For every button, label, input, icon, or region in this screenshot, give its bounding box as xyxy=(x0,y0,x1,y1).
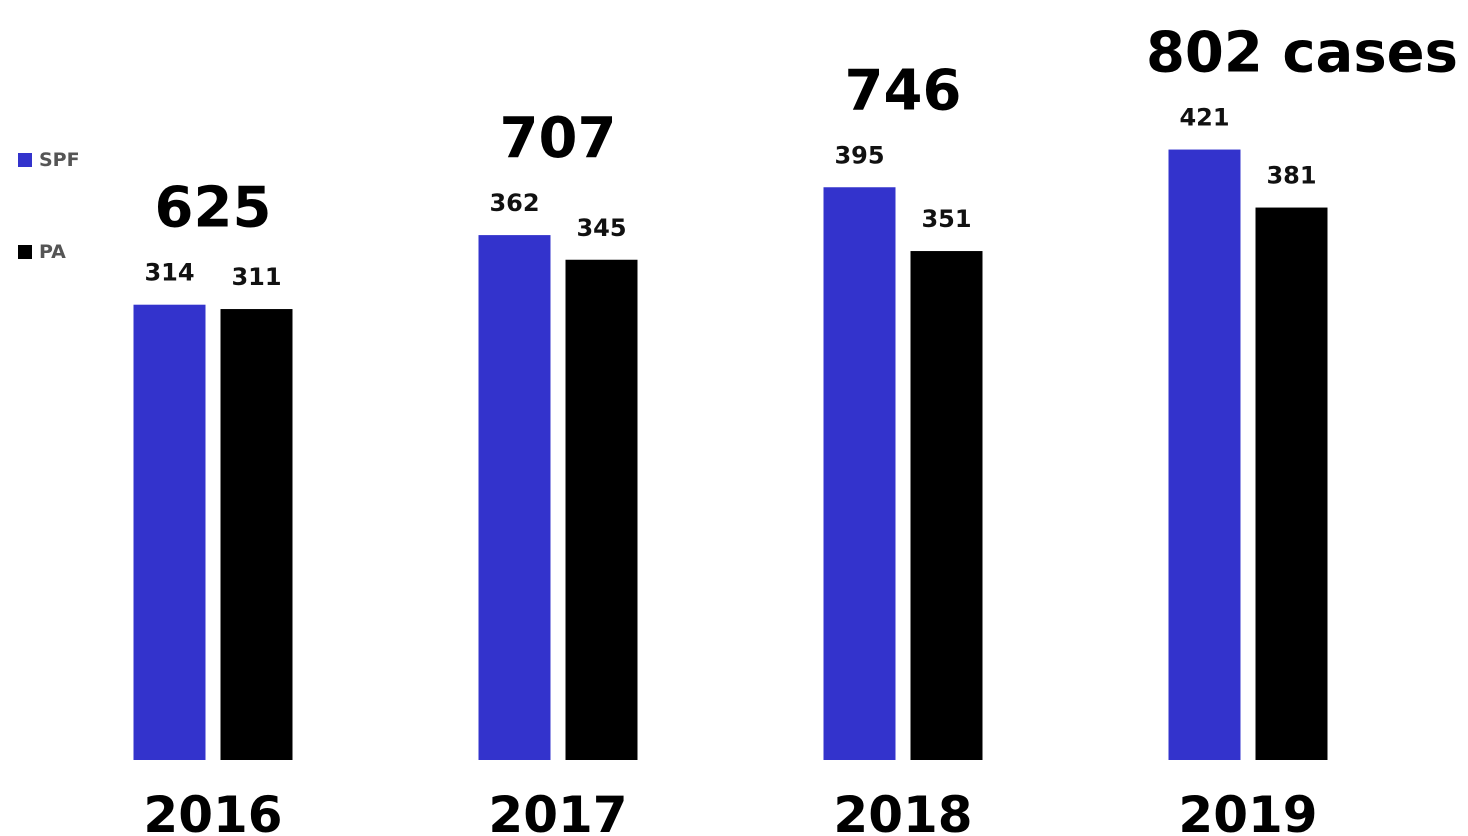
legend: SPF PA xyxy=(18,146,108,330)
value-label-pa-2016: 311 xyxy=(231,263,281,291)
category-label-2017: 2017 xyxy=(488,786,627,836)
total-label-2018: 746 xyxy=(845,58,962,123)
legend-label-spf: SPF xyxy=(39,149,80,171)
bar-pa-2017 xyxy=(565,259,638,760)
bar-spf-2019 xyxy=(1168,149,1241,761)
legend-label-pa: PA xyxy=(39,241,66,263)
total-label-2017: 707 xyxy=(500,106,617,171)
value-label-pa-2018: 351 xyxy=(921,205,971,233)
value-label-spf-2018: 395 xyxy=(834,141,884,169)
bar-spf-2017 xyxy=(478,235,551,761)
legend-item-pa: PA xyxy=(18,238,108,266)
category-label-2019: 2019 xyxy=(1178,786,1317,836)
bar-spf-2018 xyxy=(823,187,896,760)
category-label-2018: 2018 xyxy=(833,786,972,836)
value-label-spf-2017: 362 xyxy=(489,189,539,217)
bar-pa-2016 xyxy=(220,309,293,760)
bar-spf-2016 xyxy=(133,304,206,760)
total-label-2016: 625 xyxy=(155,176,272,241)
legend-swatch-spf xyxy=(18,153,32,167)
value-label-spf-2019: 421 xyxy=(1179,104,1229,132)
value-label-pa-2019: 381 xyxy=(1266,162,1316,190)
legend-item-spf: SPF xyxy=(18,146,108,174)
value-label-spf-2016: 314 xyxy=(144,259,194,287)
category-label-2016: 2016 xyxy=(143,786,282,836)
bar-pa-2018 xyxy=(910,251,983,761)
bar-pa-2019 xyxy=(1255,207,1328,761)
legend-swatch-pa xyxy=(18,245,32,259)
value-label-pa-2017: 345 xyxy=(576,214,626,242)
total-label-2019: 802 cases xyxy=(1146,21,1458,86)
